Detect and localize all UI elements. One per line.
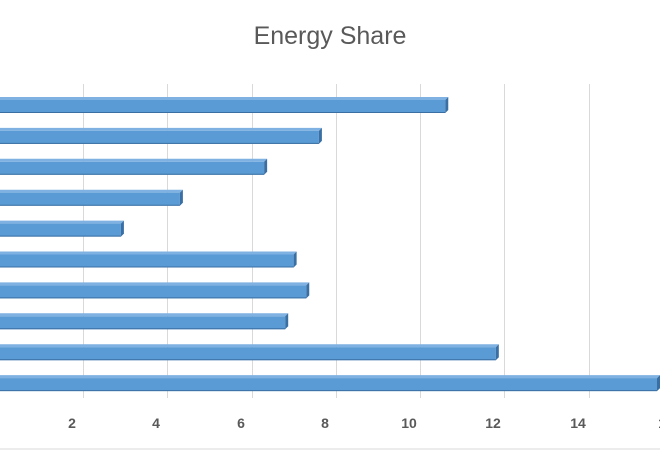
x-tick-label: 8 [321,415,329,431]
bar [0,344,499,361]
bar-top [0,313,289,317]
bar-front [0,223,121,237]
x-tick-label: 2 [68,415,76,431]
bar-front [0,285,307,299]
bar [0,97,449,113]
bars [0,97,660,392]
bar [0,158,268,175]
bar-front [0,347,496,361]
bar-top [0,344,499,348]
chart-title: Energy Share [254,22,407,50]
bar-top [0,220,124,224]
bar-top [0,189,183,193]
bar [0,189,183,206]
bar-front [0,100,446,113]
bar-front [0,130,319,144]
bar-side [179,189,183,206]
bar-side [318,127,322,144]
bar [0,375,660,392]
bar [0,251,297,268]
bar-side [495,344,499,361]
x-tick-label: 10 [401,415,417,431]
bar-top [0,251,297,255]
bar [0,220,124,237]
bar-side [120,220,124,237]
bar-top [0,282,310,286]
bar-top [0,127,322,131]
bar [0,313,289,330]
bar-front [0,316,286,330]
bar-front [0,378,657,392]
bar-front [0,192,180,206]
x-tick-label: 4 [152,415,160,431]
bar [0,127,322,144]
x-tick-label: 6 [237,415,245,431]
bar-side [264,158,268,175]
bar-side [293,251,297,268]
bar-side [657,375,660,392]
x-tick-label: 12 [485,415,501,431]
bar-top [0,375,660,379]
x-tick-label: 1 [658,415,660,431]
bar-top [0,158,268,162]
bar-top [0,97,449,100]
bar-side [285,313,289,330]
bar-side [445,97,449,113]
x-tick-label: 14 [570,415,586,431]
x-tick-labels: 2 4 6 8 10 12 14 1 [68,415,660,431]
bar [0,282,310,299]
bar-side [306,282,310,299]
bar-front [0,254,294,268]
bar-front [0,161,265,175]
